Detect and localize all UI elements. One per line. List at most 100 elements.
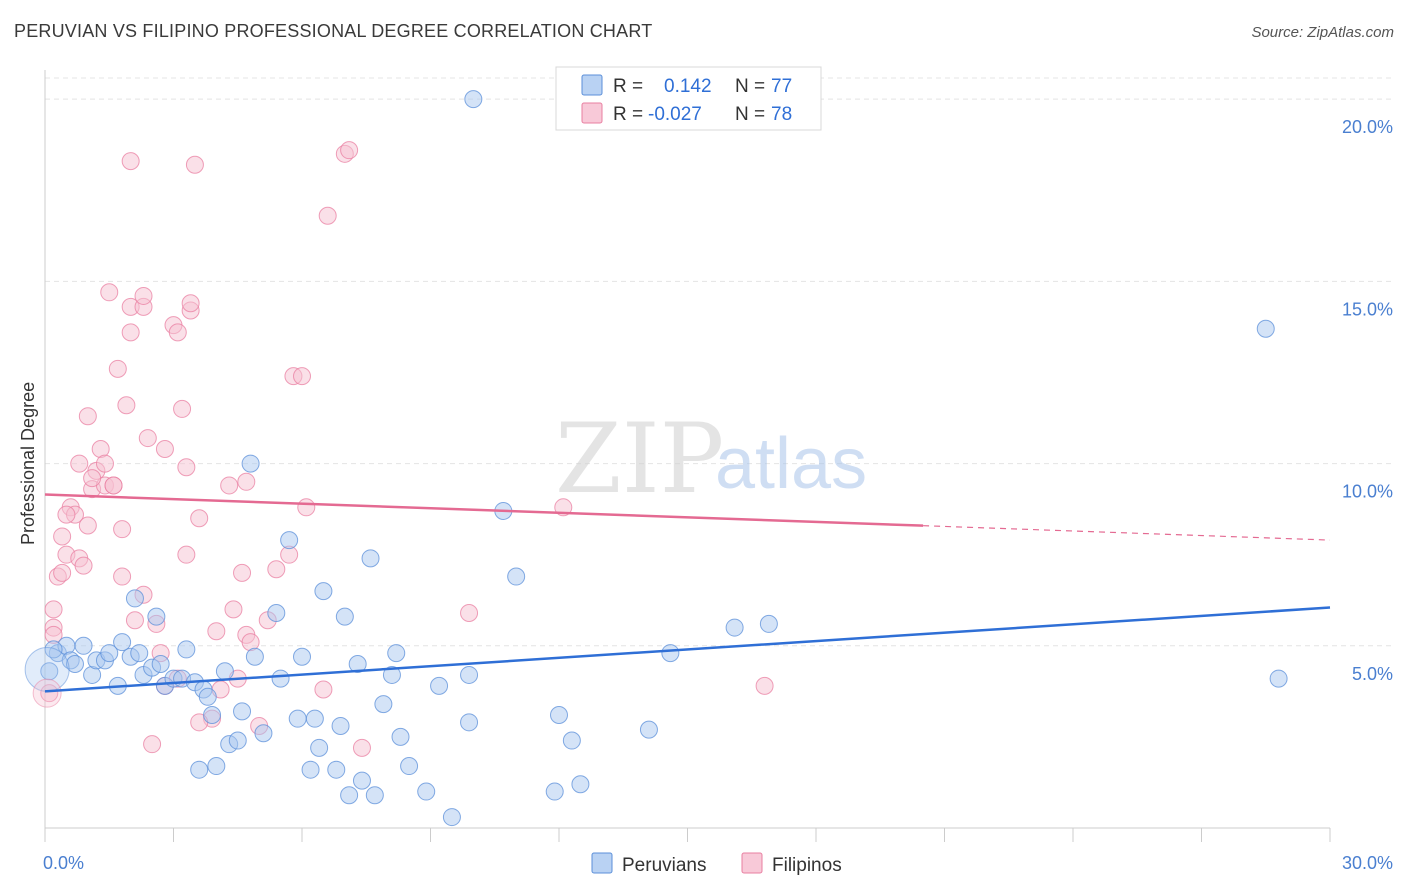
point-peruvians-13 <box>125 589 144 608</box>
y-tick-label-3: 20.0% <box>1342 117 1393 137</box>
point-peruvians-69 <box>571 775 590 794</box>
series-label-peruvians: Peruvians <box>622 855 707 876</box>
point-filipinos-59 <box>267 560 286 579</box>
point-filipinos-64 <box>314 680 333 699</box>
legend-n-value-1: 77 <box>771 76 792 97</box>
chart-source: Source: ZipAtlas.com <box>1251 24 1394 41</box>
point-peruvians-36 <box>267 603 286 622</box>
point-filipinos-24 <box>117 396 136 415</box>
legend-r-label-1: R = <box>613 76 643 97</box>
point-peruvians-4 <box>65 655 84 674</box>
point-filipinos-5 <box>53 527 72 546</box>
point-filipinos-12 <box>78 407 97 426</box>
series-swatch-filipinos <box>741 852 763 874</box>
point-peruvians-61 <box>460 713 479 732</box>
point-peruvians-14 <box>130 644 149 663</box>
chart-title: PERUVIAN VS FILIPINO PROFESSIONAL DEGREE… <box>14 21 653 41</box>
point-filipinos-25 <box>121 323 140 342</box>
point-filipinos-74 <box>83 469 102 488</box>
point-filipinos-30 <box>134 286 153 305</box>
point-filipinos-2 <box>44 600 63 619</box>
point-peruvians-29 <box>215 662 234 681</box>
trend-line-filipinos-extension <box>923 525 1331 541</box>
point-peruvians-73 <box>759 614 778 633</box>
point-filipinos-63 <box>297 498 316 517</box>
gridlines <box>45 77 1395 647</box>
point-peruvians-65 <box>507 567 526 586</box>
legend-n-label-2: N = <box>735 104 765 125</box>
point-filipinos-68 <box>352 738 371 757</box>
correlation-legend: R = 0.142 N = 77 R = -0.027 N = 78 <box>555 66 822 131</box>
point-peruvians-38 <box>280 531 299 550</box>
watermark-atlas: atlas <box>715 424 867 504</box>
legend-n-value-2: 78 <box>771 104 792 125</box>
point-filipinos-49 <box>207 622 226 641</box>
point-peruvians-71 <box>661 644 680 663</box>
point-filipinos-54 <box>237 472 256 491</box>
point-filipinos-33 <box>143 735 162 754</box>
point-filipinos-22 <box>113 567 132 586</box>
point-peruvians-39 <box>288 709 307 728</box>
x-tick-label-1: 30.0% <box>1342 853 1393 873</box>
axes: 5.0% 10.0% 15.0% 20.0% 0.0% 30.0% <box>43 70 1393 873</box>
point-filipinos-9 <box>70 454 89 473</box>
point-filipinos-41 <box>173 399 192 418</box>
point-peruvians-67 <box>550 706 568 725</box>
point-peruvians-54 <box>382 665 401 684</box>
trend-lines <box>44 493 1331 693</box>
point-peruvians-33 <box>241 454 260 473</box>
point-filipinos-53 <box>233 563 252 582</box>
point-filipinos-47 <box>190 509 209 528</box>
point-peruvians-42 <box>305 709 324 728</box>
point-peruvians-35 <box>254 724 273 743</box>
point-filipinos-28 <box>125 611 144 630</box>
trend-line-filipinos <box>44 493 924 527</box>
point-peruvians-72 <box>725 618 744 637</box>
point-peruvians-26 <box>198 687 217 706</box>
point-peruvians-76 <box>44 640 63 659</box>
point-filipinos-21 <box>108 359 127 378</box>
point-peruvians-56 <box>391 727 410 746</box>
point-peruvians-75 <box>1269 669 1288 688</box>
point-peruvians-51 <box>361 549 380 568</box>
point-peruvians-27 <box>203 706 222 725</box>
point-filipinos-77 <box>224 600 243 619</box>
point-peruvians-55 <box>387 644 406 663</box>
point-peruvians-5 <box>74 636 93 655</box>
series-label-filipinos: Filipinos <box>772 855 842 876</box>
y-tick-label-0: 5.0% <box>1352 664 1393 684</box>
point-filipinos-62 <box>293 367 311 386</box>
legend-swatch-peruvians <box>581 74 603 96</box>
point-peruvians-31 <box>228 731 247 750</box>
point-filipinos-67 <box>340 141 359 160</box>
point-peruvians-74 <box>1256 319 1275 338</box>
legend-r-value-2: -0.027 <box>648 104 702 125</box>
point-filipinos-11 <box>74 556 93 575</box>
point-peruvians-40 <box>293 647 311 666</box>
point-peruvians-34 <box>245 647 264 666</box>
point-cluster-filipinos <box>32 678 62 708</box>
point-filipinos-18 <box>95 454 114 473</box>
point-peruvians-70 <box>639 720 658 739</box>
series-swatch-peruvians <box>591 852 613 874</box>
point-peruvians-59 <box>430 676 449 695</box>
point-peruvians-28 <box>207 757 226 776</box>
legend-n-label-1: N = <box>735 76 765 97</box>
point-peruvians-49 <box>348 655 367 674</box>
point-peruvians-63 <box>464 90 483 109</box>
point-filipinos-19 <box>100 283 119 302</box>
point-peruvians-9 <box>100 644 119 663</box>
point-peruvians-45 <box>327 760 346 779</box>
point-filipinos-43 <box>177 458 196 477</box>
point-filipinos-13 <box>78 516 97 535</box>
point-filipinos-73 <box>57 505 76 524</box>
point-peruvians-32 <box>233 702 252 721</box>
point-peruvians-44 <box>314 582 333 601</box>
x-tick-label-0: 0.0% <box>43 853 84 873</box>
legend-r-value-1: 0.142 <box>664 76 712 97</box>
point-filipinos-39 <box>168 323 187 342</box>
point-filipinos-46 <box>185 155 204 174</box>
point-peruvians-24 <box>190 760 209 779</box>
point-filipinos-0 <box>40 684 59 703</box>
